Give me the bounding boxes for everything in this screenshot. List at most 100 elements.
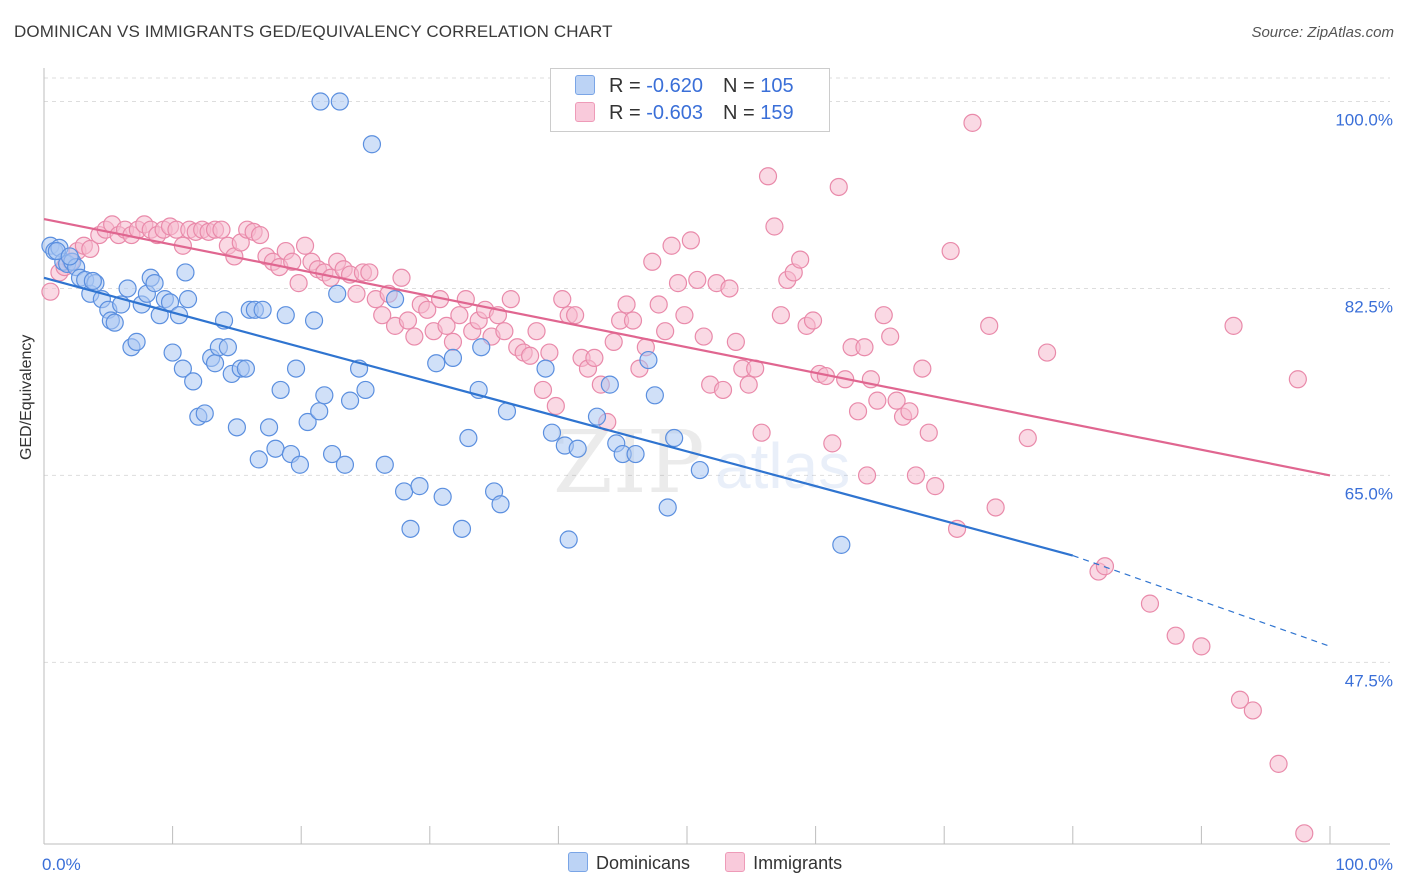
immigrants-point <box>212 220 231 239</box>
dominicans-point <box>459 428 478 448</box>
immigrants-point <box>553 290 572 309</box>
dominicans-point <box>195 404 214 423</box>
immigrants-point <box>720 279 739 298</box>
immigrants-point <box>405 327 424 346</box>
immigrants-point <box>1018 428 1037 448</box>
dominicans-point <box>184 372 203 391</box>
immigrants-point <box>392 268 411 287</box>
immigrants-swatch <box>725 852 746 872</box>
dominicans-point <box>410 477 429 496</box>
immigrants-point <box>1288 370 1307 389</box>
immigrants-point <box>791 250 810 269</box>
dominicans-point <box>259 418 279 437</box>
immigrants-point <box>694 327 713 346</box>
legend-dominicans-label: Dominicans <box>596 853 691 873</box>
immigrants-point <box>649 295 668 314</box>
dominicans-point <box>542 423 562 442</box>
immigrants-point <box>803 311 823 330</box>
dominicans-point <box>491 495 510 514</box>
immigrants-point <box>881 327 900 346</box>
dominicans-point <box>127 332 146 351</box>
immigrants-swatch <box>575 102 595 122</box>
immigrants-point <box>739 375 758 394</box>
dominicans-point <box>587 407 607 426</box>
dominicans-point <box>433 487 452 506</box>
trend-lines <box>43 217 1331 647</box>
dominicans-point <box>271 380 290 400</box>
immigrants-point <box>443 332 463 351</box>
legend-r-label: R = <box>609 102 647 124</box>
dominicans-point <box>690 460 709 480</box>
legend-item-immigrants[interactable]: Immigrants <box>725 852 842 874</box>
immigrants-trend-line <box>43 217 1331 477</box>
dominicans-point <box>340 391 360 410</box>
immigrants-point <box>926 477 945 496</box>
dominicans-point <box>163 343 182 362</box>
immigrants-point <box>906 466 926 485</box>
legend-item-dominicans[interactable]: Dominicans <box>568 852 690 874</box>
legend-n-value: 105 <box>760 75 794 97</box>
immigrants-point <box>941 241 960 261</box>
immigrants-point <box>418 300 437 319</box>
x-tick-labels: 0.0% 100.0% <box>42 855 1393 874</box>
immigrants-point <box>360 263 379 282</box>
immigrants-point <box>913 359 932 378</box>
immigrants-point <box>533 380 553 400</box>
dominicans-point <box>227 418 246 437</box>
legend-n-label: N = <box>722 102 761 124</box>
dominicans-point <box>311 92 330 111</box>
immigrants-point <box>521 346 540 365</box>
dominicans-point <box>385 290 405 309</box>
dominicans-point <box>253 300 272 319</box>
immigrants-point <box>540 343 559 362</box>
immigrants-point <box>855 338 874 357</box>
dominicans-point <box>249 450 268 469</box>
dominicans-point <box>315 386 334 405</box>
dominicans-point <box>322 444 342 464</box>
immigrants-point <box>868 391 887 410</box>
immigrants-point <box>81 239 100 259</box>
dominicans-point <box>362 135 382 154</box>
dominicans-point <box>328 284 347 303</box>
dominicans-point <box>266 439 285 458</box>
dominicans-point <box>452 519 472 538</box>
immigrants-point <box>546 396 565 416</box>
immigrants-point <box>623 311 643 330</box>
dominicans-swatch <box>575 75 595 95</box>
immigrants-point <box>585 348 604 368</box>
dominicans-point <box>176 263 195 282</box>
immigrants-point <box>604 332 623 351</box>
source-label: Source: ZipAtlas.com <box>1251 24 1394 41</box>
dominicans-point <box>145 274 164 293</box>
dominicans-trend-line <box>43 276 1074 557</box>
immigrants-point <box>980 316 999 335</box>
immigrants-point <box>250 225 270 245</box>
immigrants-point <box>347 284 366 303</box>
y-tick-label: 82.5% <box>1345 297 1393 316</box>
immigrants-point <box>1192 637 1211 656</box>
dominicans-point <box>427 354 446 373</box>
dominicans-point <box>286 359 306 378</box>
immigrants-point <box>662 236 681 255</box>
immigrants-point <box>668 274 688 293</box>
immigrants-point <box>283 252 302 271</box>
immigrants-point <box>823 434 842 453</box>
immigrants-point <box>450 306 469 325</box>
dominicans-point <box>60 247 79 266</box>
immigrants-point <box>887 391 906 410</box>
immigrants-point <box>874 306 893 325</box>
immigrants-point <box>1230 690 1250 709</box>
immigrants-point <box>771 306 790 325</box>
immigrants-point <box>495 322 514 341</box>
y-tick-label: 100.0% <box>1335 111 1393 130</box>
dominicans-point <box>472 338 491 357</box>
dominicans-point <box>375 455 394 474</box>
immigrants-point <box>1166 626 1185 645</box>
immigrants-point <box>829 177 848 197</box>
dominicans-point <box>310 402 329 421</box>
immigrants-point <box>41 282 60 301</box>
immigrants-point <box>688 270 707 290</box>
dominicans-point <box>330 92 349 111</box>
immigrants-point <box>681 231 700 250</box>
